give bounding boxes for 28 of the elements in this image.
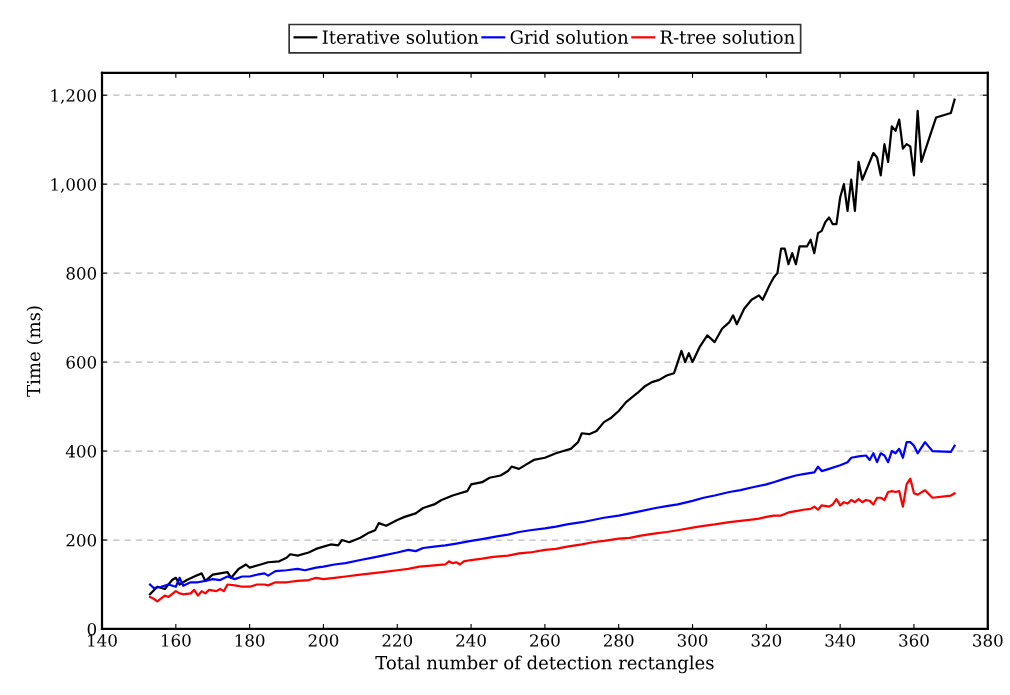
legend-label: R-tree solution (660, 29, 795, 44)
legend-label: Grid solution (510, 29, 629, 44)
x-tick-label: 260 (530, 634, 560, 647)
x-tick-label: 340 (825, 634, 855, 647)
y-tick-label: 600 (66, 356, 97, 369)
y-tick-label: 1,000 (51, 178, 97, 193)
x-tick-label: 200 (308, 634, 339, 647)
line-series (148, 477, 956, 603)
x-tick-label: 320 (751, 634, 782, 647)
x-tick-label: 380 (973, 634, 1003, 647)
y-tick-label: 400 (65, 445, 97, 458)
y-tick-label: 0 (87, 622, 97, 636)
y-tick-label: 1,200 (51, 89, 97, 104)
x-axis-title: Total number of detection rectangles (375, 655, 714, 674)
x-tick-label: 300 (677, 634, 708, 647)
y-tick-label: 800 (66, 267, 97, 280)
x-tick-label: 280 (603, 634, 634, 647)
y-axis-title: Time (ms) (26, 306, 43, 397)
line-series (148, 98, 956, 596)
x-tick-label: 140 (88, 634, 117, 647)
x-tick-label: 360 (899, 634, 929, 647)
x-tick-label: 160 (161, 634, 191, 647)
line-series (148, 441, 956, 590)
x-tick-label: 220 (382, 634, 413, 647)
x-tick-label: 240 (456, 634, 486, 647)
x-tick-label: 180 (235, 634, 265, 647)
legend-label: Iterative solution (322, 29, 479, 44)
y-tick-label: 200 (66, 533, 97, 547)
